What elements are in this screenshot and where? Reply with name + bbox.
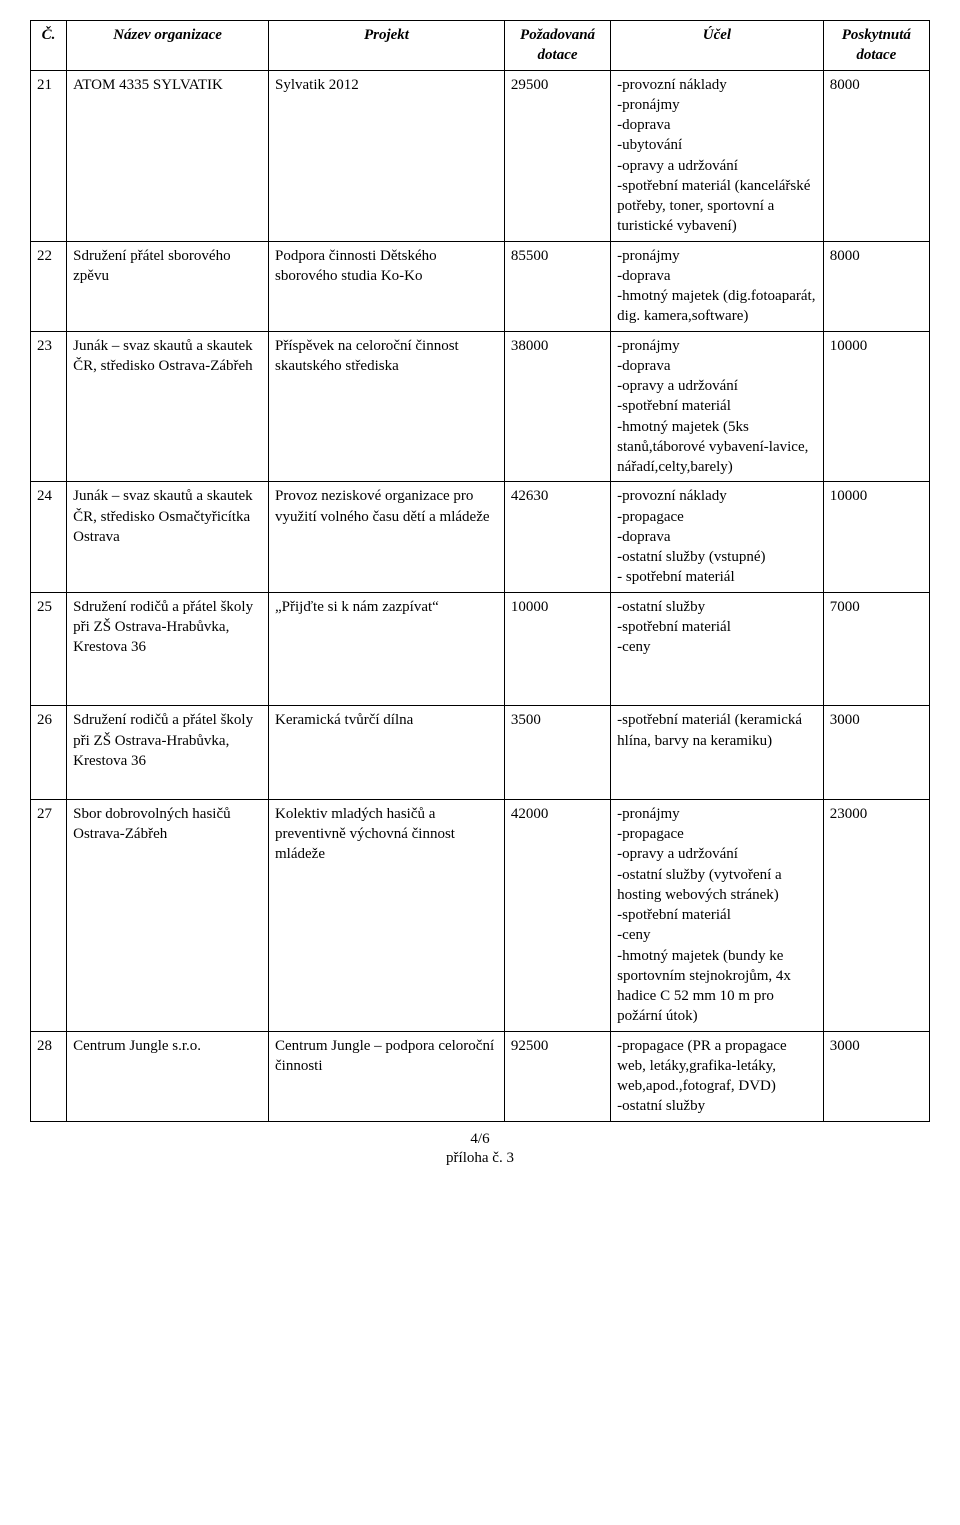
cell-organization: Centrum Jungle s.r.o. (67, 1031, 269, 1121)
cell-purpose: -pronájmy -propagace -opravy a udržování… (611, 799, 824, 1031)
cell-requested: 10000 (504, 592, 610, 706)
cell-granted: 3000 (823, 1031, 929, 1121)
cell-granted: 3000 (823, 706, 929, 800)
cell-purpose: -provozní náklady -propagace -doprava -o… (611, 482, 824, 592)
cell-granted: 8000 (823, 70, 929, 241)
cell-project: Provoz neziskové organizace pro využití … (269, 482, 505, 592)
cell-purpose: -propagace (PR a propagace web, letáky,g… (611, 1031, 824, 1121)
table-body: 21ATOM 4335 SYLVATIKSylvatik 201229500-p… (31, 70, 930, 1121)
col-purpose: Účel (611, 21, 824, 71)
cell-requested: 38000 (504, 331, 610, 482)
cell-requested: 29500 (504, 70, 610, 241)
cell-number: 23 (31, 331, 67, 482)
cell-organization: ATOM 4335 SYLVATIK (67, 70, 269, 241)
cell-granted: 7000 (823, 592, 929, 706)
page-footer: 4/6 příloha č. 3 (30, 1130, 930, 1169)
col-requested: Požadovaná dotace (504, 21, 610, 71)
cell-requested: 85500 (504, 241, 610, 331)
cell-purpose: -provozní náklady -pronájmy -doprava -ub… (611, 70, 824, 241)
cell-purpose: -pronájmy -doprava -hmotný majetek (dig.… (611, 241, 824, 331)
grants-table: Č. Název organizace Projekt Požadovaná d… (30, 20, 930, 1122)
cell-number: 26 (31, 706, 67, 800)
cell-number: 28 (31, 1031, 67, 1121)
cell-number: 22 (31, 241, 67, 331)
cell-purpose: -ostatní služby -spotřební materiál -cen… (611, 592, 824, 706)
cell-organization: Sdružení rodičů a přátel školy při ZŠ Os… (67, 706, 269, 800)
cell-project: „Přijďte si k nám zazpívat“ (269, 592, 505, 706)
cell-requested: 42000 (504, 799, 610, 1031)
cell-granted: 10000 (823, 482, 929, 592)
cell-granted: 23000 (823, 799, 929, 1031)
cell-number: 27 (31, 799, 67, 1031)
cell-number: 24 (31, 482, 67, 592)
cell-requested: 92500 (504, 1031, 610, 1121)
col-number: Č. (31, 21, 67, 71)
cell-organization: Junák – svaz skautů a skautek ČR, středi… (67, 482, 269, 592)
col-granted: Poskytnutá dotace (823, 21, 929, 71)
cell-organization: Sdružení rodičů a přátel školy při ZŠ Os… (67, 592, 269, 706)
table-row: 21ATOM 4335 SYLVATIKSylvatik 201229500-p… (31, 70, 930, 241)
cell-project: Sylvatik 2012 (269, 70, 505, 241)
cell-organization: Junák – svaz skautů a skautek ČR, středi… (67, 331, 269, 482)
cell-requested: 3500 (504, 706, 610, 800)
cell-project: Centrum Jungle – podpora celoroční činno… (269, 1031, 505, 1121)
cell-project: Keramická tvůrčí dílna (269, 706, 505, 800)
cell-project: Příspěvek na celoroční činnost skautskéh… (269, 331, 505, 482)
table-header: Č. Název organizace Projekt Požadovaná d… (31, 21, 930, 71)
table-row: 22Sdružení přátel sborového zpěvuPodpora… (31, 241, 930, 331)
col-organization: Název organizace (67, 21, 269, 71)
attachment-label: příloha č. 3 (30, 1149, 930, 1169)
cell-purpose: -pronájmy -doprava -opravy a udržování -… (611, 331, 824, 482)
table-row: 28Centrum Jungle s.r.o.Centrum Jungle – … (31, 1031, 930, 1121)
table-row: 25Sdružení rodičů a přátel školy při ZŠ … (31, 592, 930, 706)
cell-purpose: -spotřební materiál (keramická hlína, ba… (611, 706, 824, 800)
cell-requested: 42630 (504, 482, 610, 592)
cell-project: Kolektiv mladých hasičů a preventivně vý… (269, 799, 505, 1031)
cell-granted: 10000 (823, 331, 929, 482)
table-row: 23Junák – svaz skautů a skautek ČR, stře… (31, 331, 930, 482)
cell-granted: 8000 (823, 241, 929, 331)
cell-organization: Sbor dobrovolných hasičů Ostrava-Zábřeh (67, 799, 269, 1031)
page-number: 4/6 (30, 1130, 930, 1150)
col-project: Projekt (269, 21, 505, 71)
page: Č. Název organizace Projekt Požadovaná d… (0, 0, 960, 1199)
cell-project: Podpora činnosti Dětského sborového stud… (269, 241, 505, 331)
table-row: 24Junák – svaz skautů a skautek ČR, stře… (31, 482, 930, 592)
cell-organization: Sdružení přátel sborového zpěvu (67, 241, 269, 331)
cell-number: 21 (31, 70, 67, 241)
cell-number: 25 (31, 592, 67, 706)
table-row: 26Sdružení rodičů a přátel školy při ZŠ … (31, 706, 930, 800)
table-row: 27Sbor dobrovolných hasičů Ostrava-Zábře… (31, 799, 930, 1031)
